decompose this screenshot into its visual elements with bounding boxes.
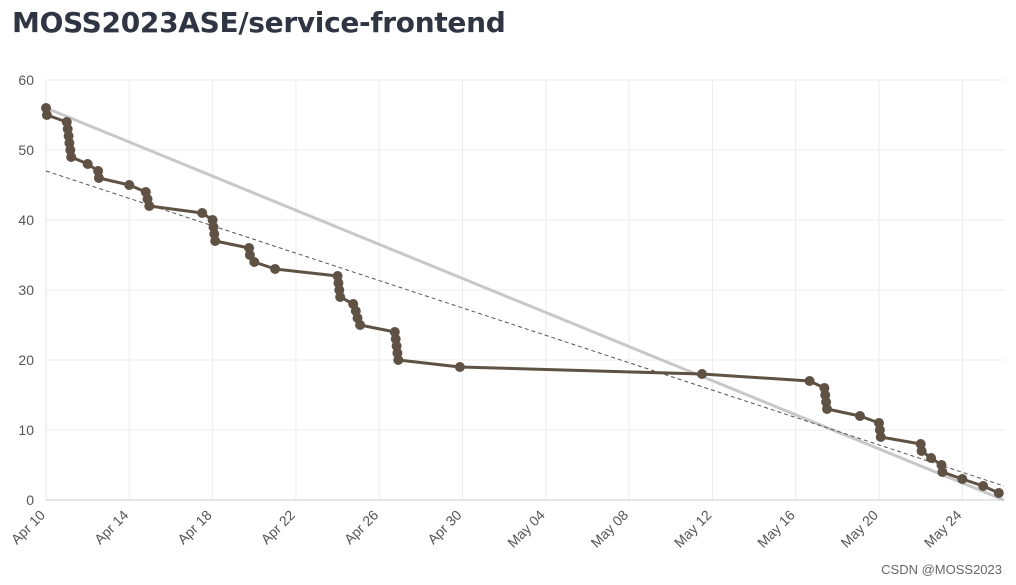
data-point (875, 432, 886, 442)
y-tick-label: 30 (18, 282, 34, 298)
chart-grid (45, 79, 1004, 500)
ideal-burndown-line (45, 106, 1005, 502)
x-tick-label: May 16 (754, 507, 798, 551)
data-point (393, 355, 404, 365)
x-tick-label: May 24 (921, 507, 965, 551)
data-point (993, 488, 1004, 498)
watermark: CSDN @MOSS2023 (881, 562, 1002, 577)
data-point (335, 292, 346, 302)
data-point (41, 110, 52, 120)
y-tick-label: 10 (18, 422, 34, 438)
data-point (855, 411, 865, 421)
data-point (355, 320, 366, 330)
x-tick-label: Apr 18 (174, 507, 215, 548)
chart-series (41, 103, 1005, 502)
data-point (822, 404, 832, 414)
data-point (144, 201, 155, 211)
x-tick-label: Apr 14 (91, 507, 132, 548)
chart-axes (45, 80, 1004, 501)
data-point (124, 180, 135, 190)
y-tick-label: 50 (18, 142, 34, 158)
x-tick-label: Apr 30 (424, 507, 465, 548)
y-tick-label: 0 (26, 492, 34, 508)
x-tick-label: Apr 22 (258, 507, 299, 548)
data-point (93, 173, 104, 183)
page-title: MOSS2023ASE/service-frontend (12, 6, 506, 39)
x-tick-label: Apr 26 (341, 507, 382, 548)
data-point (937, 467, 948, 477)
data-point (454, 362, 465, 372)
data-point (82, 159, 93, 169)
data-point (957, 474, 968, 484)
data-point (804, 376, 815, 386)
data-point (697, 369, 707, 379)
y-tick-label: 60 (18, 72, 34, 88)
x-tick-label: May 20 (837, 507, 881, 551)
data-point (978, 481, 989, 491)
data-point (197, 208, 208, 218)
data-point (926, 453, 937, 463)
y-axis-ticks: 0 10 20 30 40 50 60 (18, 72, 34, 508)
data-point (249, 257, 260, 267)
data-point (66, 152, 77, 162)
trend-line (45, 170, 1005, 487)
y-tick-label: 20 (18, 352, 34, 368)
x-axis-ticks: Apr 10 Apr 14 Apr 18 Apr 22 Apr 26 Apr 30 May … (8, 507, 965, 551)
x-tick-label: May 08 (587, 507, 631, 551)
data-point (270, 264, 281, 274)
x-tick-label: Apr 10 (8, 507, 49, 548)
data-point (210, 236, 221, 246)
data-point (916, 446, 927, 456)
x-tick-label: May 04 (504, 507, 548, 551)
x-tick-label: May 12 (671, 507, 715, 551)
y-tick-label: 40 (18, 212, 34, 228)
